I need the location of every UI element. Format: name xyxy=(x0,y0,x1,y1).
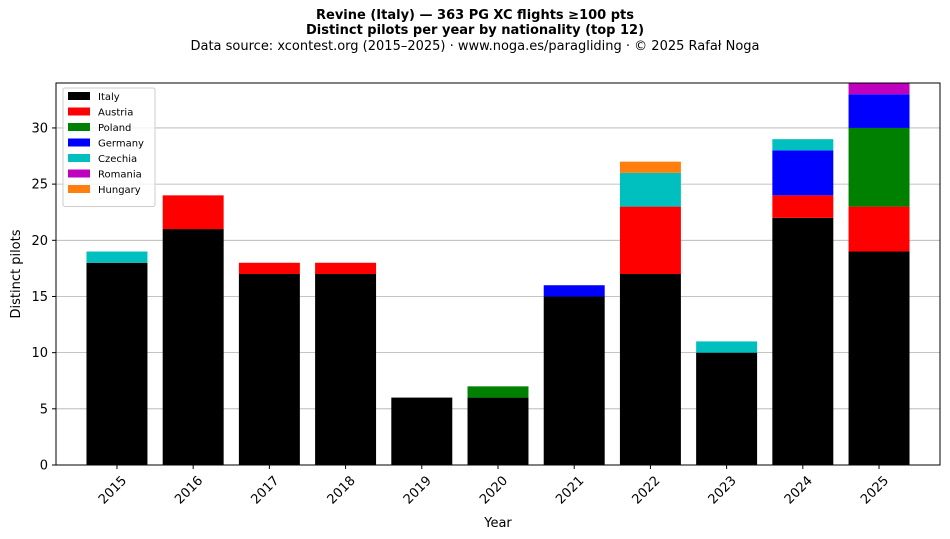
legend-swatch-romania xyxy=(68,169,90,178)
bar-segment-italy-2021 xyxy=(543,296,605,465)
x-tick-label: 2021 xyxy=(553,473,587,507)
bar-segment-italy-2022 xyxy=(619,274,681,465)
x-tick-label: 2017 xyxy=(248,473,282,507)
bar-segment-italy-2015 xyxy=(86,262,148,465)
bar-segment-czechia-2024 xyxy=(772,139,834,151)
x-tick-label: 2023 xyxy=(706,473,740,507)
bar-segment-austria-2024 xyxy=(772,195,834,218)
legend-swatch-czechia xyxy=(68,154,90,162)
y-tick-label: 5 xyxy=(40,402,48,417)
legend-label-germany: Germany xyxy=(98,139,144,150)
chart-subtitle: Data source: xcontest.org (2015–2025) · … xyxy=(190,39,760,54)
bar-segment-italy-2024 xyxy=(772,217,834,465)
y-tick-label: 10 xyxy=(31,346,48,361)
legend-label-austria: Austria xyxy=(98,108,133,119)
y-tick-label: 15 xyxy=(31,290,48,305)
x-tick-label: 2022 xyxy=(629,473,663,507)
legend-swatch-poland xyxy=(68,123,90,131)
bar-segment-italy-2023 xyxy=(696,352,758,465)
bar-segment-italy-2017 xyxy=(238,274,300,465)
bar-segment-austria-2022 xyxy=(619,206,681,274)
bar-segment-germany-2025 xyxy=(848,94,910,128)
bar-segment-poland-2025 xyxy=(848,127,910,207)
y-tick-label: 25 xyxy=(31,178,48,193)
legend-swatch-germany xyxy=(68,138,90,147)
legend-swatch-italy xyxy=(68,92,90,100)
x-tick-label: 2015 xyxy=(96,473,130,507)
bar-segment-italy-2018 xyxy=(315,274,377,465)
bar-segment-austria-2018 xyxy=(315,262,377,274)
x-tick-label: 2025 xyxy=(858,473,892,507)
x-axis-label: Year xyxy=(483,516,512,531)
legend-label-poland: Poland xyxy=(98,123,131,134)
legend-label-czechia: Czechia xyxy=(98,154,137,165)
x-tick-label: 2019 xyxy=(401,473,435,507)
chart-title-line-2: Distinct pilots per year by nationality … xyxy=(305,23,645,38)
bar-segment-czechia-2022 xyxy=(619,172,681,207)
y-axis-label: Distinct pilots xyxy=(9,229,24,318)
bar-segment-italy-2016 xyxy=(162,229,224,465)
bar-segment-czechia-2023 xyxy=(696,341,758,353)
bar-segment-austria-2016 xyxy=(162,195,224,230)
bar-segment-romania-2025 xyxy=(848,83,910,95)
y-tick-label: 20 xyxy=(31,234,48,249)
bar-segment-germany-2024 xyxy=(772,150,834,196)
bar-segment-czechia-2015 xyxy=(86,251,148,263)
x-tick-label: 2020 xyxy=(477,473,511,507)
legend-label-romania: Romania xyxy=(98,170,142,181)
x-tick-label: 2016 xyxy=(172,473,206,507)
x-tick-label: 2018 xyxy=(325,473,359,507)
x-tick-label: 2024 xyxy=(782,473,816,507)
legend-label-italy: Italy xyxy=(98,92,120,103)
chart-title-block: Revine (Italy) — 363 PG XC flights ≥100 … xyxy=(0,8,950,55)
legend-swatch-hungary xyxy=(68,185,90,193)
y-tick-label: 30 xyxy=(31,121,48,136)
bar-segment-austria-2017 xyxy=(238,262,300,274)
legend-label-hungary: Hungary xyxy=(98,185,141,196)
bar-segment-poland-2020 xyxy=(467,386,529,398)
legend-swatch-austria xyxy=(68,107,90,116)
bar-segment-italy-2019 xyxy=(391,397,453,465)
bar-segment-austria-2025 xyxy=(848,206,910,252)
bar-segment-italy-2020 xyxy=(467,397,529,465)
bar-segment-italy-2025 xyxy=(848,251,910,465)
y-tick-label: 0 xyxy=(40,459,48,474)
chart-title: Revine (Italy) — 363 PG XC flights ≥100 … xyxy=(316,8,634,23)
bar-segment-germany-2021 xyxy=(543,285,605,297)
bar-segment-hungary-2022 xyxy=(619,161,681,173)
